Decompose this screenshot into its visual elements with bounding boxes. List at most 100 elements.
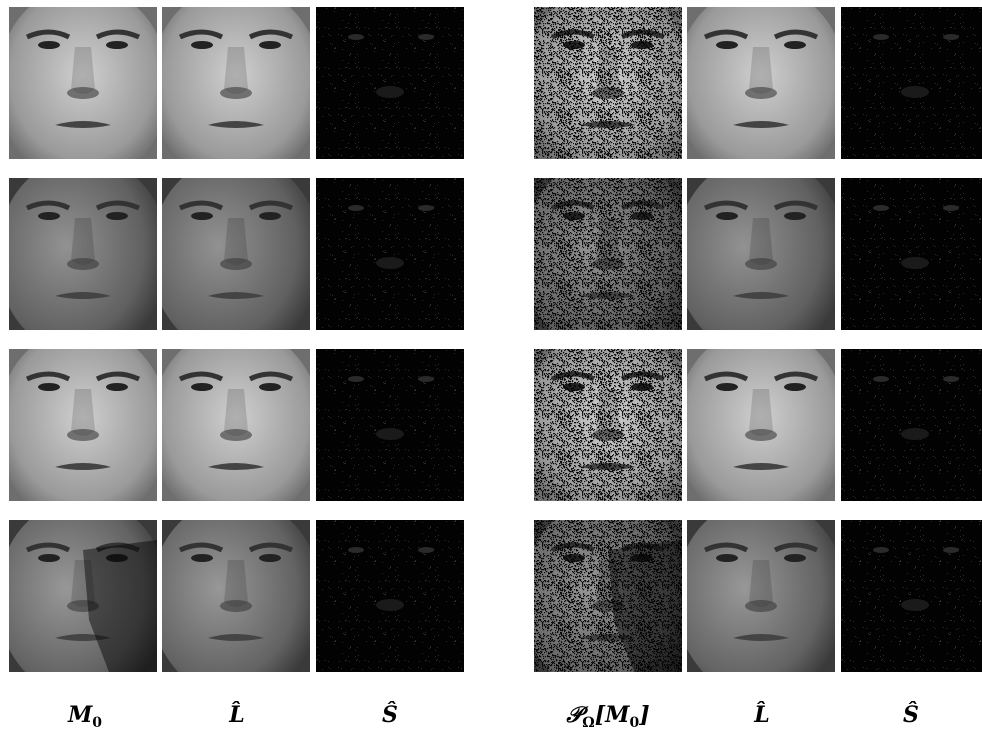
- eye: [191, 212, 213, 220]
- eye: [943, 376, 959, 382]
- nose: [224, 47, 248, 94]
- face-image: [522, 498, 694, 698]
- eye: [716, 41, 738, 49]
- eye: [873, 205, 889, 211]
- nose: [71, 389, 95, 436]
- nose: [901, 599, 929, 611]
- column-labels: M0L̂Ŝ𝒫Ω[M0]L̂Ŝ: [67, 701, 919, 731]
- nostrils: [67, 429, 99, 441]
- eye: [873, 376, 889, 382]
- face-image: [150, 0, 322, 185]
- sparse-noise: [841, 520, 982, 672]
- face-image: [0, 498, 169, 698]
- sparse-noise: [316, 7, 464, 159]
- face-image: [841, 178, 982, 330]
- nose: [224, 389, 248, 436]
- face-image: [841, 349, 982, 501]
- nostrils: [745, 600, 777, 612]
- face-image: [150, 156, 322, 356]
- label-part: L̂: [228, 702, 244, 728]
- face-image: [522, 156, 694, 356]
- label-part: 0: [92, 715, 102, 731]
- eye: [191, 383, 213, 391]
- face-image: [841, 7, 982, 159]
- eye: [348, 547, 364, 553]
- eye: [716, 383, 738, 391]
- eye: [348, 205, 364, 211]
- nostrils: [67, 258, 99, 270]
- eye: [259, 554, 281, 562]
- label-part: Ŝ: [382, 701, 398, 728]
- eye: [38, 383, 60, 391]
- label-part: ]: [638, 702, 649, 728]
- eye: [418, 205, 434, 211]
- column-label: M0: [67, 702, 102, 731]
- eye: [38, 554, 60, 562]
- eye: [784, 554, 806, 562]
- eye: [259, 212, 281, 220]
- face-image: [316, 349, 464, 501]
- nostrils: [67, 87, 99, 99]
- label-part: M: [67, 702, 93, 728]
- face-image: [522, 327, 694, 527]
- column-label: L̂: [228, 702, 244, 728]
- nose: [749, 47, 773, 94]
- figure: M0L̂Ŝ𝒫Ω[M0]L̂Ŝ: [0, 0, 982, 742]
- eye: [106, 212, 128, 220]
- eye: [106, 383, 128, 391]
- label-part: L̂: [753, 702, 769, 728]
- face-image: [0, 156, 169, 356]
- eye: [784, 383, 806, 391]
- label-part: [M: [595, 702, 630, 728]
- label-part: Ω: [582, 715, 594, 731]
- nose: [376, 428, 404, 440]
- column-label: Ŝ: [903, 701, 919, 728]
- missing-entries: [534, 7, 682, 159]
- eye: [418, 547, 434, 553]
- label-part: Ŝ: [903, 701, 919, 728]
- sparse-noise: [841, 178, 982, 330]
- sparse-noise: [316, 178, 464, 330]
- eye: [259, 383, 281, 391]
- nose: [901, 257, 929, 269]
- sparse-noise: [316, 349, 464, 501]
- nose: [749, 218, 773, 265]
- nose: [224, 560, 248, 607]
- eye: [784, 41, 806, 49]
- face-image: [316, 520, 464, 672]
- eye: [716, 554, 738, 562]
- eye: [943, 547, 959, 553]
- face-image: [316, 178, 464, 330]
- eye: [348, 376, 364, 382]
- nostrils: [745, 429, 777, 441]
- face-image: [522, 0, 694, 185]
- nostrils: [745, 258, 777, 270]
- eye: [418, 376, 434, 382]
- eye: [191, 554, 213, 562]
- nose: [749, 389, 773, 436]
- sparse-noise: [841, 7, 982, 159]
- eye: [106, 41, 128, 49]
- nose: [376, 599, 404, 611]
- eye: [873, 34, 889, 40]
- eye: [943, 34, 959, 40]
- face-image: [0, 327, 169, 527]
- label-part: 0: [629, 715, 639, 731]
- nose: [901, 86, 929, 98]
- nose: [901, 428, 929, 440]
- column-label: 𝒫Ω[M0]: [565, 702, 649, 731]
- nostrils: [220, 87, 252, 99]
- eye: [418, 34, 434, 40]
- face-image: [316, 7, 464, 159]
- eye: [38, 41, 60, 49]
- nostrils: [220, 600, 252, 612]
- eye: [943, 205, 959, 211]
- face-image: [675, 156, 847, 356]
- eye: [191, 41, 213, 49]
- face-image: [675, 498, 847, 698]
- face-image: [675, 0, 847, 185]
- missing-entries: [534, 520, 682, 672]
- eye: [38, 212, 60, 220]
- face-image: [150, 498, 322, 698]
- sparse-noise: [316, 520, 464, 672]
